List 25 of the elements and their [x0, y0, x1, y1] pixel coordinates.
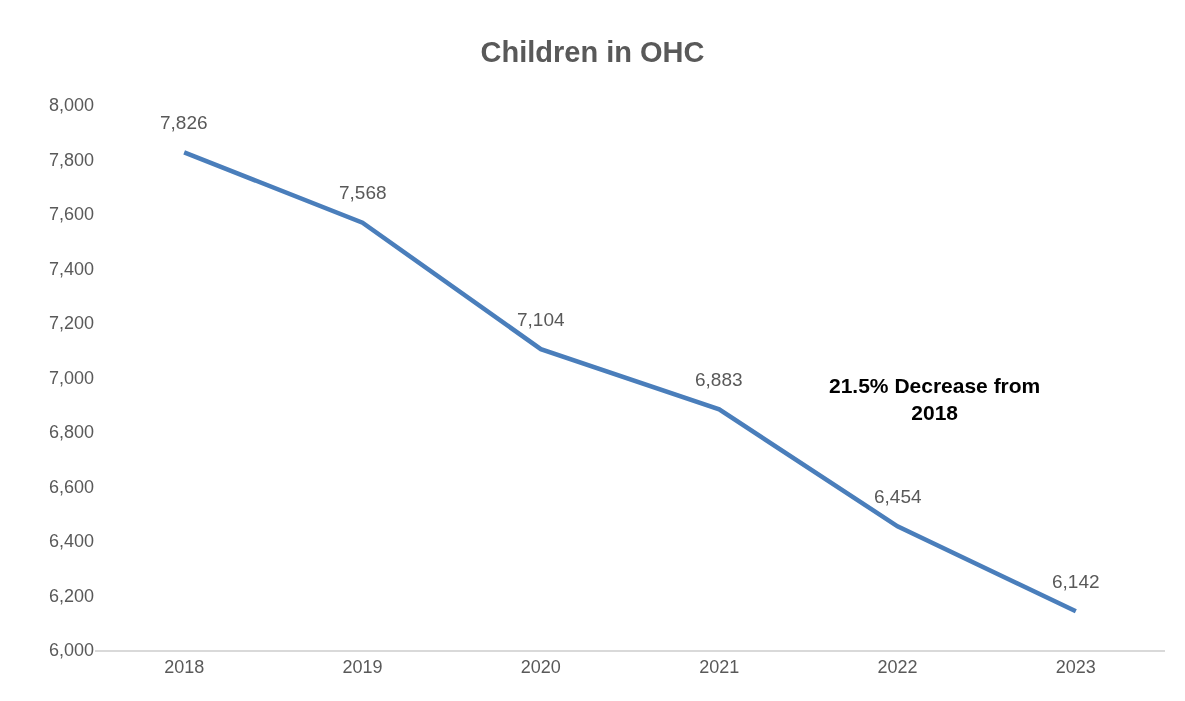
x-tick-label: 2019 [342, 657, 383, 678]
data-label: 7,568 [339, 182, 387, 203]
annotation: 21.5% Decrease from 2018 [829, 374, 1041, 425]
y-tick-label: 7,000 [48, 367, 94, 388]
y-tick-label: 6,200 [48, 585, 94, 606]
y-tick-label: 6,400 [48, 531, 94, 552]
x-tick-label: 2023 [1055, 657, 1096, 678]
y-tick-label: 7,600 [48, 204, 94, 225]
y-tick-label: 8,000 [48, 95, 94, 116]
y-tick-label: 7,800 [48, 149, 94, 170]
y-tick-label: 6,600 [48, 476, 94, 497]
data-label: 7,104 [517, 309, 565, 330]
data-label: 6,142 [1052, 571, 1100, 592]
x-tick-label: 2021 [699, 657, 740, 678]
data-label: 7,826 [160, 112, 208, 133]
y-tick-label: 6,800 [48, 422, 94, 443]
data-label: 6,883 [695, 369, 743, 390]
x-tick-label: 2018 [164, 657, 205, 678]
data-label: 6,454 [874, 486, 922, 507]
y-tick-label: 7,400 [48, 258, 94, 279]
y-tick-label: 7,200 [48, 313, 94, 334]
chart-title: Children in OHC [480, 36, 705, 69]
x-tick-label: 2020 [520, 657, 561, 678]
y-tick-label: 6,000 [48, 640, 94, 661]
x-tick-label: 2022 [877, 657, 918, 678]
